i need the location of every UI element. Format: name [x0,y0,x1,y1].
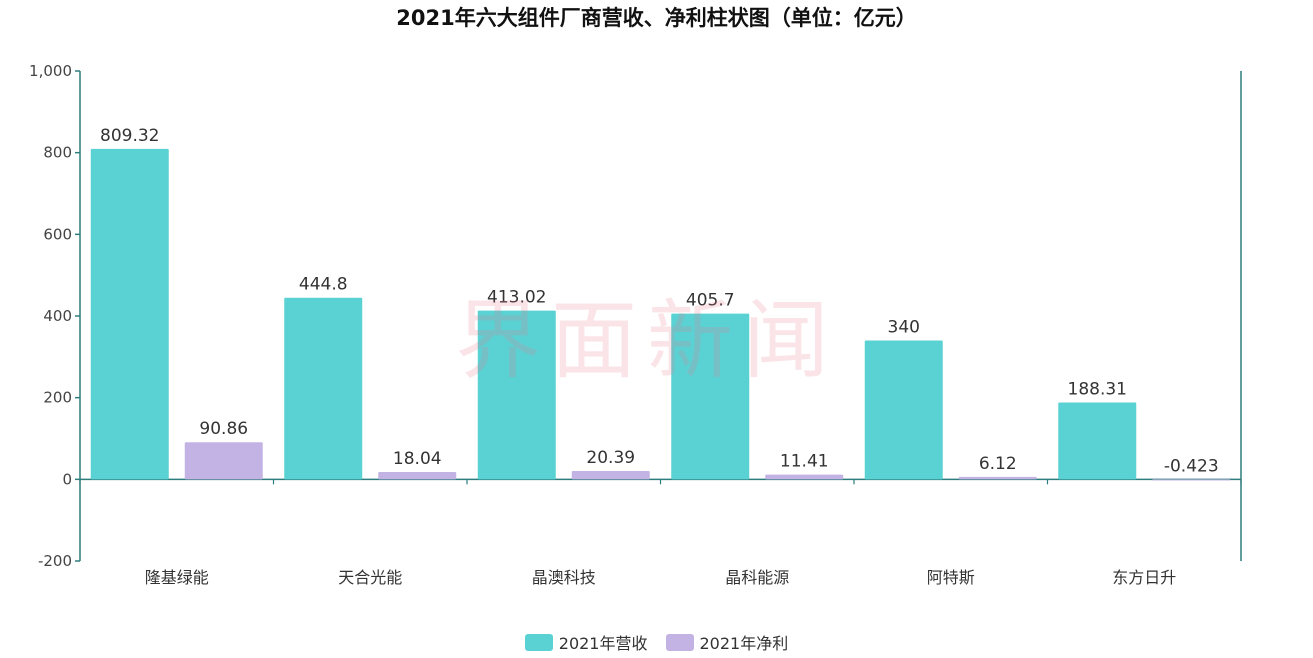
bar-revenue [477,310,556,480]
data-label: 18.04 [393,449,442,469]
y-tick-label: 800 [43,144,72,162]
bar-revenue [284,297,363,480]
data-label: 340 [888,318,920,338]
bar-net-profit [184,442,263,480]
legend: 2021年营收 2021年净利 [0,630,1313,654]
legend-item-net-profit[interactable]: 2021年净利 [665,630,789,654]
bar-revenue [671,313,750,480]
y-tick-label: 600 [43,225,72,243]
watermark: 界面新闻 [455,291,839,391]
bar-net-profit [378,471,457,480]
category-label: 天合光能 [338,568,402,587]
data-label: 90.86 [199,419,248,439]
bar-net-profit [571,471,650,480]
category-label: 晶科能源 [725,568,789,587]
chart-title: 2021年六大组件厂商营收、净利柱状图（单位：亿元） [396,6,917,30]
y-tick-label: 400 [43,307,72,325]
legend-swatch-net-profit [665,633,694,651]
bar-revenue [1058,402,1137,480]
data-label: 20.39 [586,448,635,468]
category-label: 隆基绿能 [145,568,209,587]
data-label: 413.02 [487,288,546,308]
category-label: 阿特斯 [927,568,975,587]
bar-net-profit [1152,479,1231,481]
legend-label-revenue: 2021年营收 [558,634,648,653]
legend-item-revenue[interactable]: 2021年营收 [524,630,648,654]
bar-net-profit [958,476,1037,480]
data-label: 444.8 [299,275,348,295]
y-tick-label: 1,000 [29,62,72,80]
y-tick-label: 0 [62,470,72,488]
legend-swatch-revenue [524,633,553,651]
data-label: 809.32 [100,126,159,146]
y-tick-label: -200 [38,552,72,570]
legend-label-net-profit: 2021年净利 [699,634,789,653]
bar-revenue [90,148,169,480]
data-label: 11.41 [780,452,829,472]
category-label: 晶澳科技 [532,568,596,587]
data-label: 188.31 [1068,379,1127,399]
y-tick-label: 200 [43,389,72,407]
data-label: 405.7 [686,291,735,311]
bar-revenue [864,340,943,480]
bar-chart: -200 0 200 400 600 800 1,000 隆基绿能 809.32 90.86 天合光… [29,62,1242,587]
bar-net-profit [765,474,844,480]
data-label: -0.423 [1164,456,1219,476]
data-label: 6.12 [979,454,1017,474]
category-label: 东方日升 [1112,568,1176,587]
